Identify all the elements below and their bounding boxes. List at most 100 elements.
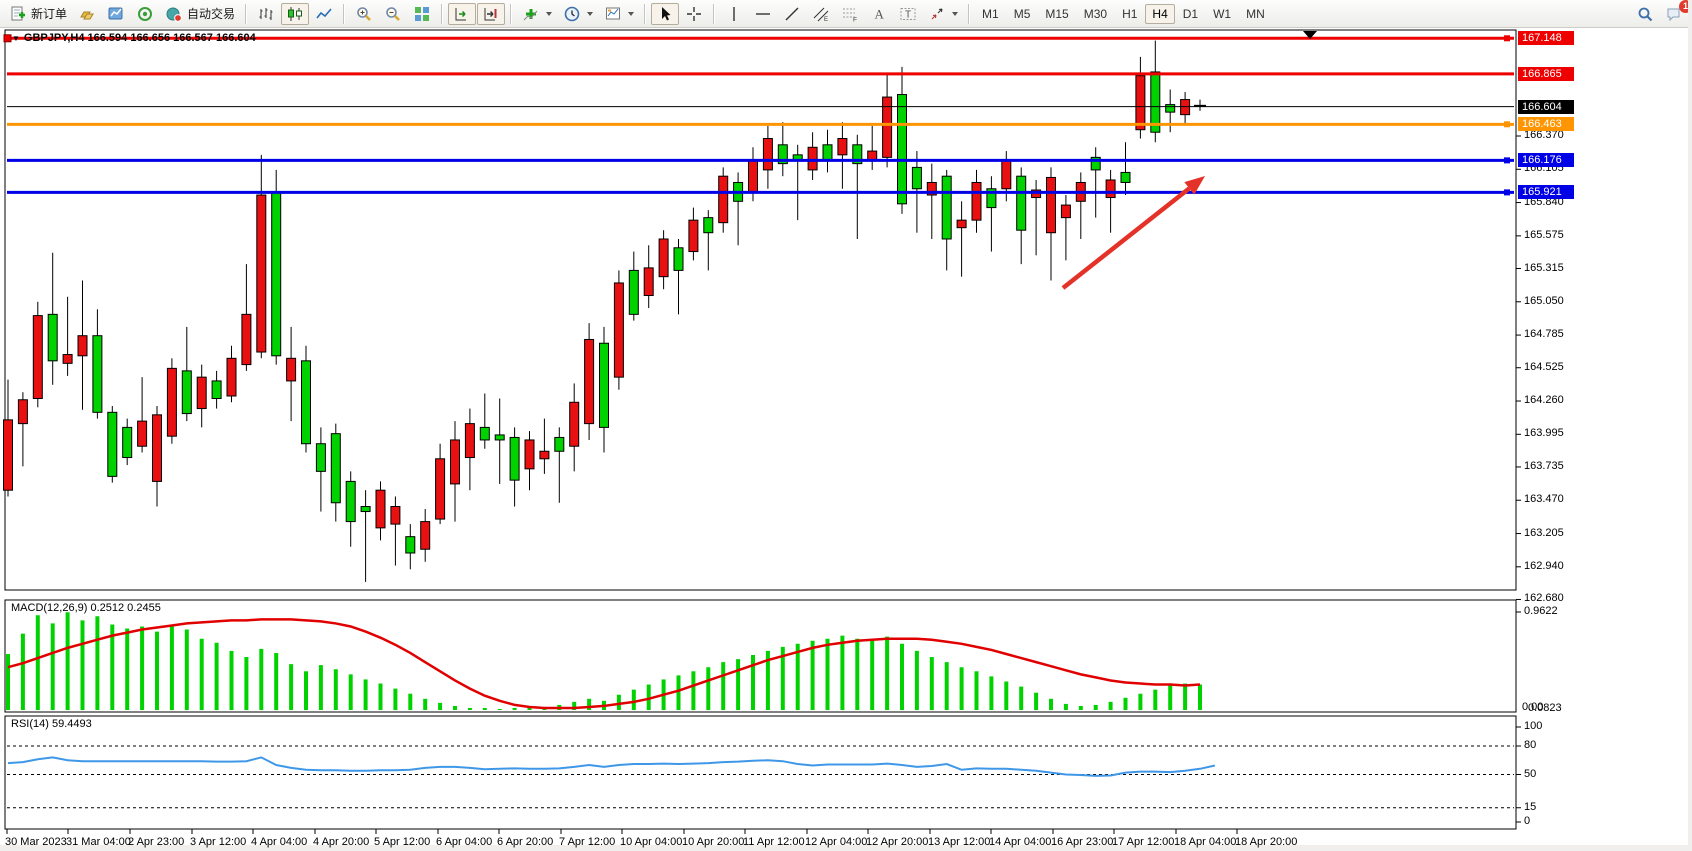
candle [256,154,267,359]
macd-min-label: 0.0823 [1528,702,1562,714]
svg-text:E: E [824,17,828,23]
rsi-label: RSI(14) 59.4493 [11,718,92,730]
candle [390,496,401,566]
window-bottom-strip [0,845,1692,851]
timeframe-w1[interactable]: W1 [1213,6,1232,21]
chevron-down-icon[interactable] [587,11,594,16]
trendline-button[interactable] [778,3,806,25]
line-chart-button[interactable] [310,3,338,25]
candle [420,509,431,562]
date-axis-label: 12 Apr 04:00 [805,836,868,848]
timeframe-mn[interactable]: MN [1246,6,1265,21]
chevron-down-icon[interactable] [628,11,635,16]
rsi-pane [4,715,1517,830]
price-badge-165.921: 165.921 [1518,185,1574,200]
zoomin-icon [357,6,371,21]
template-icon [606,7,621,19]
resistance-line-167148-handle[interactable] [3,34,12,43]
channel-button[interactable]: E [807,3,835,25]
zoom-out-button[interactable] [379,3,407,25]
symbol-dropdown-icon[interactable]: ▼ [12,34,20,43]
candle [77,280,88,410]
timeframe-h4[interactable]: H4 [1145,3,1175,24]
autotrade-button[interactable]: 自动交易 [160,3,240,25]
chevron-down-icon[interactable] [952,11,959,16]
crosshair-button[interactable] [680,3,708,25]
candle [703,210,714,271]
shapes-button[interactable] [923,3,963,25]
candle [137,377,148,453]
text-button[interactable]: A [865,3,893,25]
date-axis-label: 18 Apr 04:00 [1174,836,1237,848]
vline-icon [733,6,735,21]
horizontal-line-button[interactable] [749,3,777,25]
candle [196,364,207,428]
vertical-line-button[interactable] [720,3,748,25]
price-axis-label: 162.680 [1524,592,1564,605]
date-axis-label: 11 Apr 12:00 [743,836,805,848]
price-axis-label: 163.205 [1524,526,1564,539]
timeframe-m5[interactable]: M5 [1013,6,1031,21]
autoscroll-icon [455,7,467,20]
date-axis-label: 4 Apr 20:00 [313,836,370,848]
resistance-line-167148-handle[interactable] [1504,35,1510,42]
label-button[interactable]: T [894,3,922,25]
pivot-line-166463-handle[interactable] [1504,121,1510,128]
svg-text:A: A [875,6,885,21]
trend-arrow-head[interactable] [1184,176,1205,195]
macd-signal-line [7,618,1201,710]
candle [1046,167,1056,281]
candle [897,66,907,214]
svg-text:F: F [853,16,857,23]
linechart-icon [316,7,332,18]
rsi-level-label-0: 0 [1524,815,1531,827]
periods-button[interactable] [558,3,598,25]
price-axis-label: 162.940 [1524,559,1564,572]
indicators-button[interactable] [517,3,557,25]
timeframe-h1[interactable]: H1 [1122,6,1138,21]
indicators-icon [523,8,538,20]
candle [301,345,311,453]
candle [1105,169,1116,233]
fibonacci-button[interactable]: F [836,3,864,25]
support-line-166176-handle[interactable] [1504,157,1510,164]
timeframe-d1[interactable]: D1 [1182,6,1199,21]
candle [226,345,237,403]
candle-chart-button[interactable] [281,2,310,25]
market-depth-button[interactable] [73,3,101,25]
bar-chart-button[interactable] [252,3,280,25]
chart-shift-button[interactable] [477,2,506,25]
candle [181,326,192,422]
timeframe-m30[interactable]: M30 [1083,6,1108,21]
zoom-in-button[interactable] [350,3,378,25]
auto-scroll-button[interactable] [448,2,477,25]
cursor-button[interactable] [651,2,680,25]
price-axis-label: 163.735 [1524,459,1564,472]
zoomout-icon [386,6,400,21]
community-button[interactable] [131,3,159,25]
search-button[interactable] [1631,3,1659,25]
candle [673,238,684,315]
autotrade-icon [166,7,182,22]
templates-button[interactable] [599,3,639,25]
candle [554,427,565,503]
candle [450,421,460,522]
trend-arrow[interactable] [1061,186,1191,290]
candle [613,270,624,390]
timeframe-m1[interactable]: M1 [982,6,999,21]
price-axis-label: 166.370 [1524,129,1564,141]
new-order-button[interactable]: 新订单 [4,3,72,25]
tile-windows-button[interactable] [408,3,436,25]
candle [539,418,550,474]
timeframe-m15[interactable]: M15 [1045,6,1069,21]
bars-icon [259,7,273,20]
chevron-down-icon[interactable] [546,11,553,16]
date-axis-label: 31 Mar 04:00 [66,836,131,848]
charts-window-button[interactable] [102,3,130,25]
support-line-165921-handle[interactable] [1504,189,1510,196]
hline-icon [756,12,771,15]
date-axis-label: 10 Apr 04:00 [620,836,683,848]
price-axis-label: 165.575 [1524,228,1564,241]
price-axis-label: 165.050 [1524,294,1564,307]
